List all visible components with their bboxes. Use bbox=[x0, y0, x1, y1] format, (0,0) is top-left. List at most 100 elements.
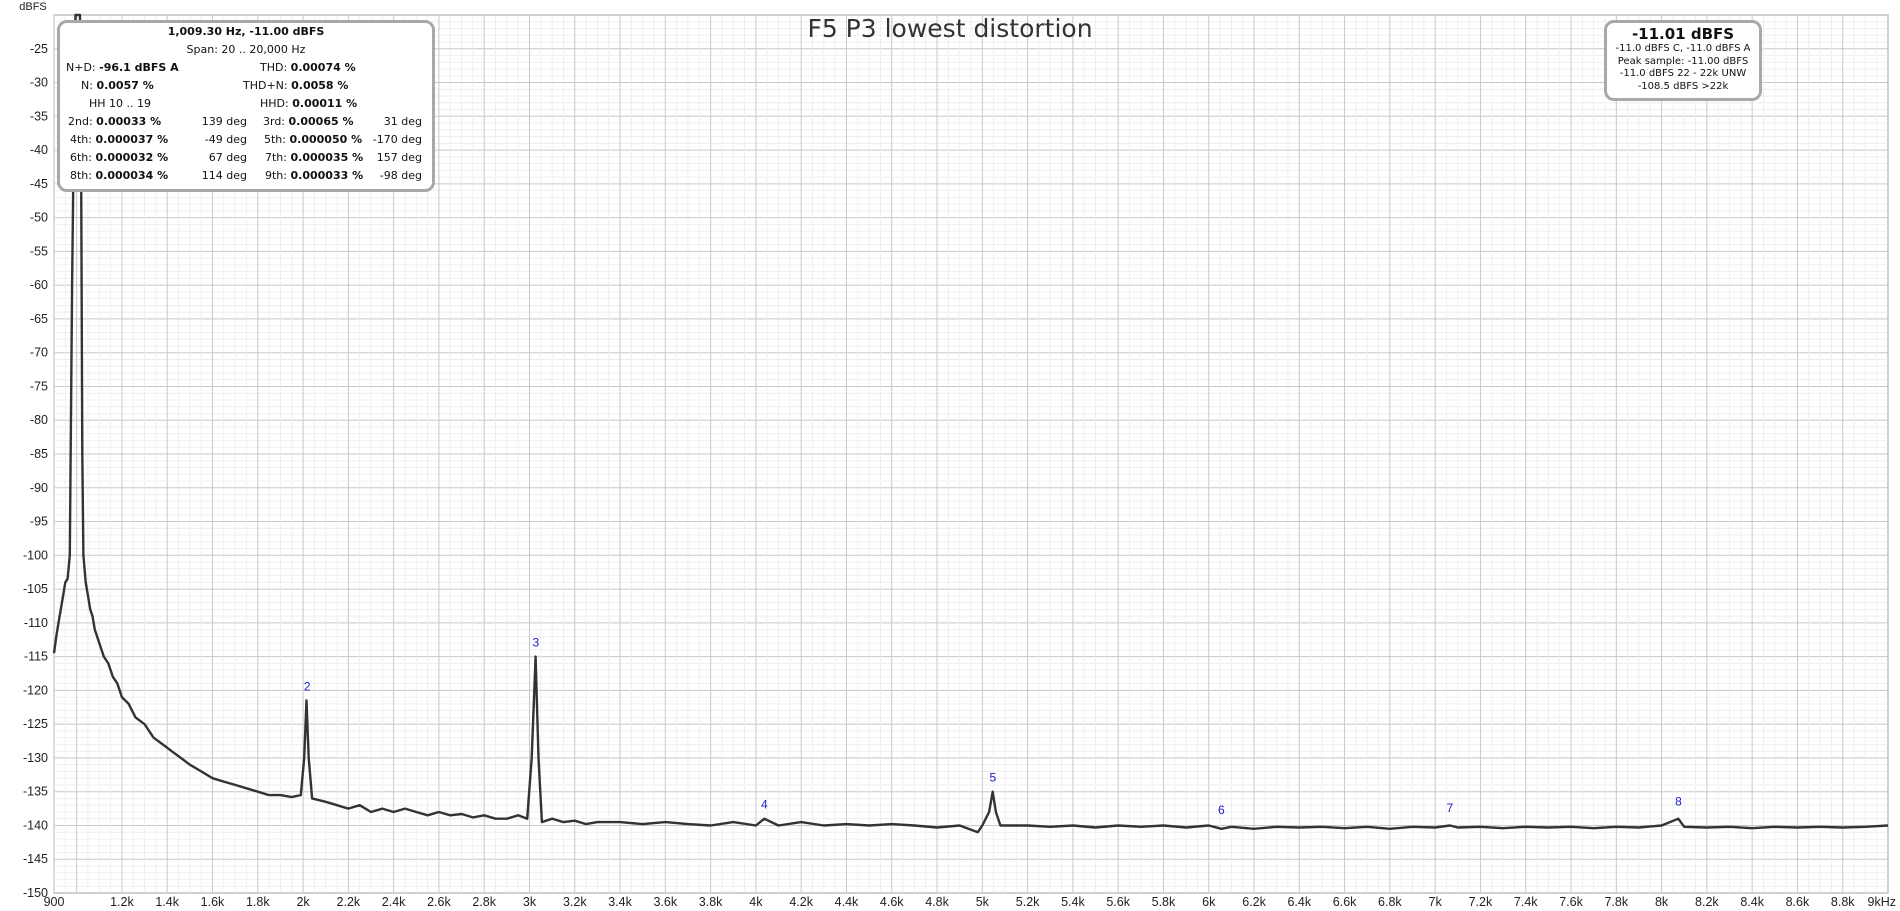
y-tick-label: -80 bbox=[30, 413, 48, 427]
x-tick-label: 1.4k bbox=[155, 895, 179, 909]
h8-label: 8th: bbox=[70, 169, 92, 182]
x-tick-label: 5.8k bbox=[1152, 895, 1176, 909]
nd-value: -96.1 dBFS A bbox=[99, 61, 179, 74]
thdn-value: 0.0058 % bbox=[291, 79, 349, 92]
x-tick-label: 4k bbox=[749, 895, 763, 909]
harmonic-markers: 2 3 4 5 6 7 8 bbox=[304, 636, 1682, 817]
h7-value: 0.000035 % bbox=[290, 151, 364, 164]
y-tick-label: -75 bbox=[30, 379, 48, 393]
y-tick-label: -55 bbox=[30, 244, 48, 258]
y-tick-label: -95 bbox=[30, 515, 48, 529]
x-tick-label: 4.6k bbox=[880, 895, 904, 909]
h8-value: 0.000034 % bbox=[95, 169, 169, 182]
x-tick-label: 1.2k bbox=[110, 895, 134, 909]
level-panel: -11.01 dBFS -11.0 dBFS C, -11.0 dBFS A P… bbox=[1604, 20, 1762, 101]
x-tick-label: 3.6k bbox=[654, 895, 678, 909]
x-tick-label: 3k bbox=[523, 895, 537, 909]
x-tick-label: 1.8k bbox=[246, 895, 270, 909]
harmonic-marker-label: 8 bbox=[1675, 794, 1682, 808]
nd-label: N+D: bbox=[66, 61, 96, 74]
h5-phase: -170 deg bbox=[372, 133, 422, 146]
h3-phase: 31 deg bbox=[383, 115, 422, 128]
y-axis-label: dBFS bbox=[19, 1, 47, 13]
h7-label: 7th: bbox=[265, 151, 287, 164]
y-tick-label: -115 bbox=[24, 650, 48, 664]
x-tick-label: 2.2k bbox=[337, 895, 361, 909]
harmonic-marker-label: 5 bbox=[990, 771, 997, 785]
level-line-2: Peak sample: -11.00 dBFS bbox=[1617, 55, 1749, 67]
stats-span: Span: 20 .. 20,000 Hz bbox=[186, 43, 306, 56]
x-tick-label: 3.2k bbox=[563, 895, 587, 909]
y-tick-label: -125 bbox=[23, 717, 48, 731]
x-tick-label: 3.4k bbox=[608, 895, 632, 909]
n-label: N: bbox=[81, 79, 93, 92]
h2-phase: 139 deg bbox=[201, 115, 247, 128]
hhd-value: 0.00011 % bbox=[292, 97, 358, 110]
h3-label: 3rd: bbox=[263, 115, 286, 128]
h4-value: 0.000037 % bbox=[95, 133, 169, 146]
x-tick-label: 4.4k bbox=[835, 895, 859, 909]
x-tick-label: 9kHz bbox=[1868, 895, 1896, 909]
level-line-3: -11.0 dBFS 22 - 22k UNW bbox=[1619, 68, 1747, 79]
x-tick-label: 5k bbox=[976, 895, 990, 909]
spectrum-trace bbox=[52, 13, 1889, 834]
x-tick-label: 1.6k bbox=[201, 895, 225, 909]
h5-label: 5th: bbox=[264, 133, 286, 146]
h6-label: 6th: bbox=[70, 151, 92, 164]
y-tick-label: -120 bbox=[23, 683, 48, 697]
x-tick-label: 8.6k bbox=[1786, 895, 1810, 909]
x-tick-label: 2.8k bbox=[472, 895, 496, 909]
x-tick-label: 5.6k bbox=[1106, 895, 1130, 909]
y-tick-label: -30 bbox=[30, 76, 48, 90]
n-value: 0.0057 % bbox=[96, 79, 154, 92]
level-value: -11.01 dBFS bbox=[1631, 25, 1735, 43]
h6-phase: 67 deg bbox=[208, 151, 247, 164]
x-tick-label: 5.2k bbox=[1016, 895, 1040, 909]
h7-phase: 157 deg bbox=[376, 151, 422, 164]
thd-label: THD: bbox=[260, 61, 288, 74]
hhd-label: HHD: bbox=[260, 97, 289, 110]
h3-value: 0.00065 % bbox=[288, 115, 354, 128]
harmonic-marker-label: 4 bbox=[761, 798, 768, 812]
h2-label: 2nd: bbox=[68, 115, 93, 128]
h9-label: 9th: bbox=[265, 169, 287, 182]
harmonic-marker-label: 6 bbox=[1218, 803, 1225, 817]
h2-value: 0.00033 % bbox=[96, 115, 162, 128]
y-tick-label: -100 bbox=[23, 548, 48, 562]
y-tick-label: -25 bbox=[30, 42, 48, 56]
h9-value: 0.000033 % bbox=[290, 169, 364, 182]
x-tick-label: 7.4k bbox=[1514, 895, 1538, 909]
y-tick-label: -140 bbox=[23, 818, 48, 832]
x-tick-label: 6.8k bbox=[1378, 895, 1402, 909]
y-tick-label: -70 bbox=[30, 346, 48, 360]
x-tick-label: 2.4k bbox=[382, 895, 406, 909]
y-tick-label: -35 bbox=[30, 109, 48, 123]
x-tick-label: 8.2k bbox=[1695, 895, 1719, 909]
y-tick-label: -40 bbox=[30, 143, 48, 157]
y-tick-label: -135 bbox=[23, 785, 48, 799]
y-tick-label: -130 bbox=[23, 751, 48, 765]
chart-title: F5 P3 lowest distortion bbox=[807, 14, 1093, 43]
x-tick-label: 7.2k bbox=[1469, 895, 1493, 909]
x-tick-label: 7.6k bbox=[1559, 895, 1583, 909]
thdn-label: THD+N: bbox=[243, 79, 288, 92]
level-line-1: -11.0 dBFS C, -11.0 dBFS A bbox=[1615, 43, 1751, 54]
distortion-stats-panel: 1,009.30 Hz, -11.00 dBFS Span: 20 .. 20,… bbox=[57, 20, 435, 192]
y-tick-label: -85 bbox=[30, 447, 48, 461]
x-tick-label: 8.4k bbox=[1740, 895, 1764, 909]
y-tick-label: -65 bbox=[30, 312, 48, 326]
h6-value: 0.000032 % bbox=[95, 151, 169, 164]
harmonic-marker-label: 2 bbox=[304, 680, 311, 694]
harmonic-marker-label: 7 bbox=[1447, 801, 1454, 815]
y-tick-label: -50 bbox=[30, 211, 48, 225]
x-tick-label: 900 bbox=[44, 895, 65, 909]
h5-value: 0.000050 % bbox=[289, 133, 363, 146]
level-line-4: -108.5 dBFS >22k bbox=[1637, 80, 1729, 92]
x-tick-label: 2k bbox=[296, 895, 310, 909]
thd-value: 0.00074 % bbox=[290, 61, 356, 74]
x-tick-label: 8k bbox=[1655, 895, 1669, 909]
x-tick-label: 7.8k bbox=[1604, 895, 1628, 909]
x-tick-label: 5.4k bbox=[1061, 895, 1085, 909]
x-tick-label: 6.2k bbox=[1242, 895, 1266, 909]
